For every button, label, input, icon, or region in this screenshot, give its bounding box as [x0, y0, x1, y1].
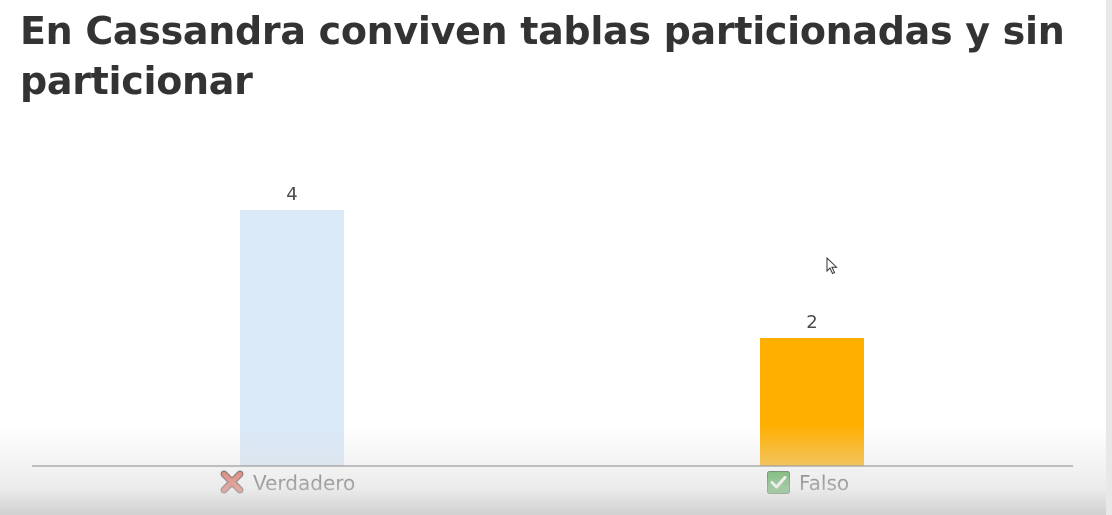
category-label-verdadero: Verdadero: [253, 471, 355, 495]
bar-value-label: 2: [806, 312, 817, 333]
window-edge: [1106, 0, 1112, 515]
mouse-cursor-icon: [826, 257, 838, 275]
green-check-icon: [767, 471, 790, 494]
red-cross-icon: [220, 470, 244, 494]
page-title: En Cassandra conviven tablas particionad…: [20, 9, 1065, 103]
bar-value-label: 4: [286, 184, 297, 205]
category-label-falso: Falso: [799, 471, 849, 495]
bar-falso: [760, 338, 864, 466]
bar-verdadero: [240, 210, 344, 466]
